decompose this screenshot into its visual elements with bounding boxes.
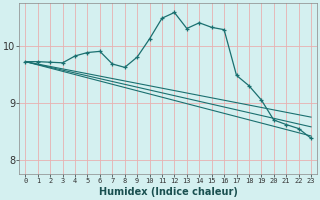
X-axis label: Humidex (Indice chaleur): Humidex (Indice chaleur) (99, 187, 238, 197)
